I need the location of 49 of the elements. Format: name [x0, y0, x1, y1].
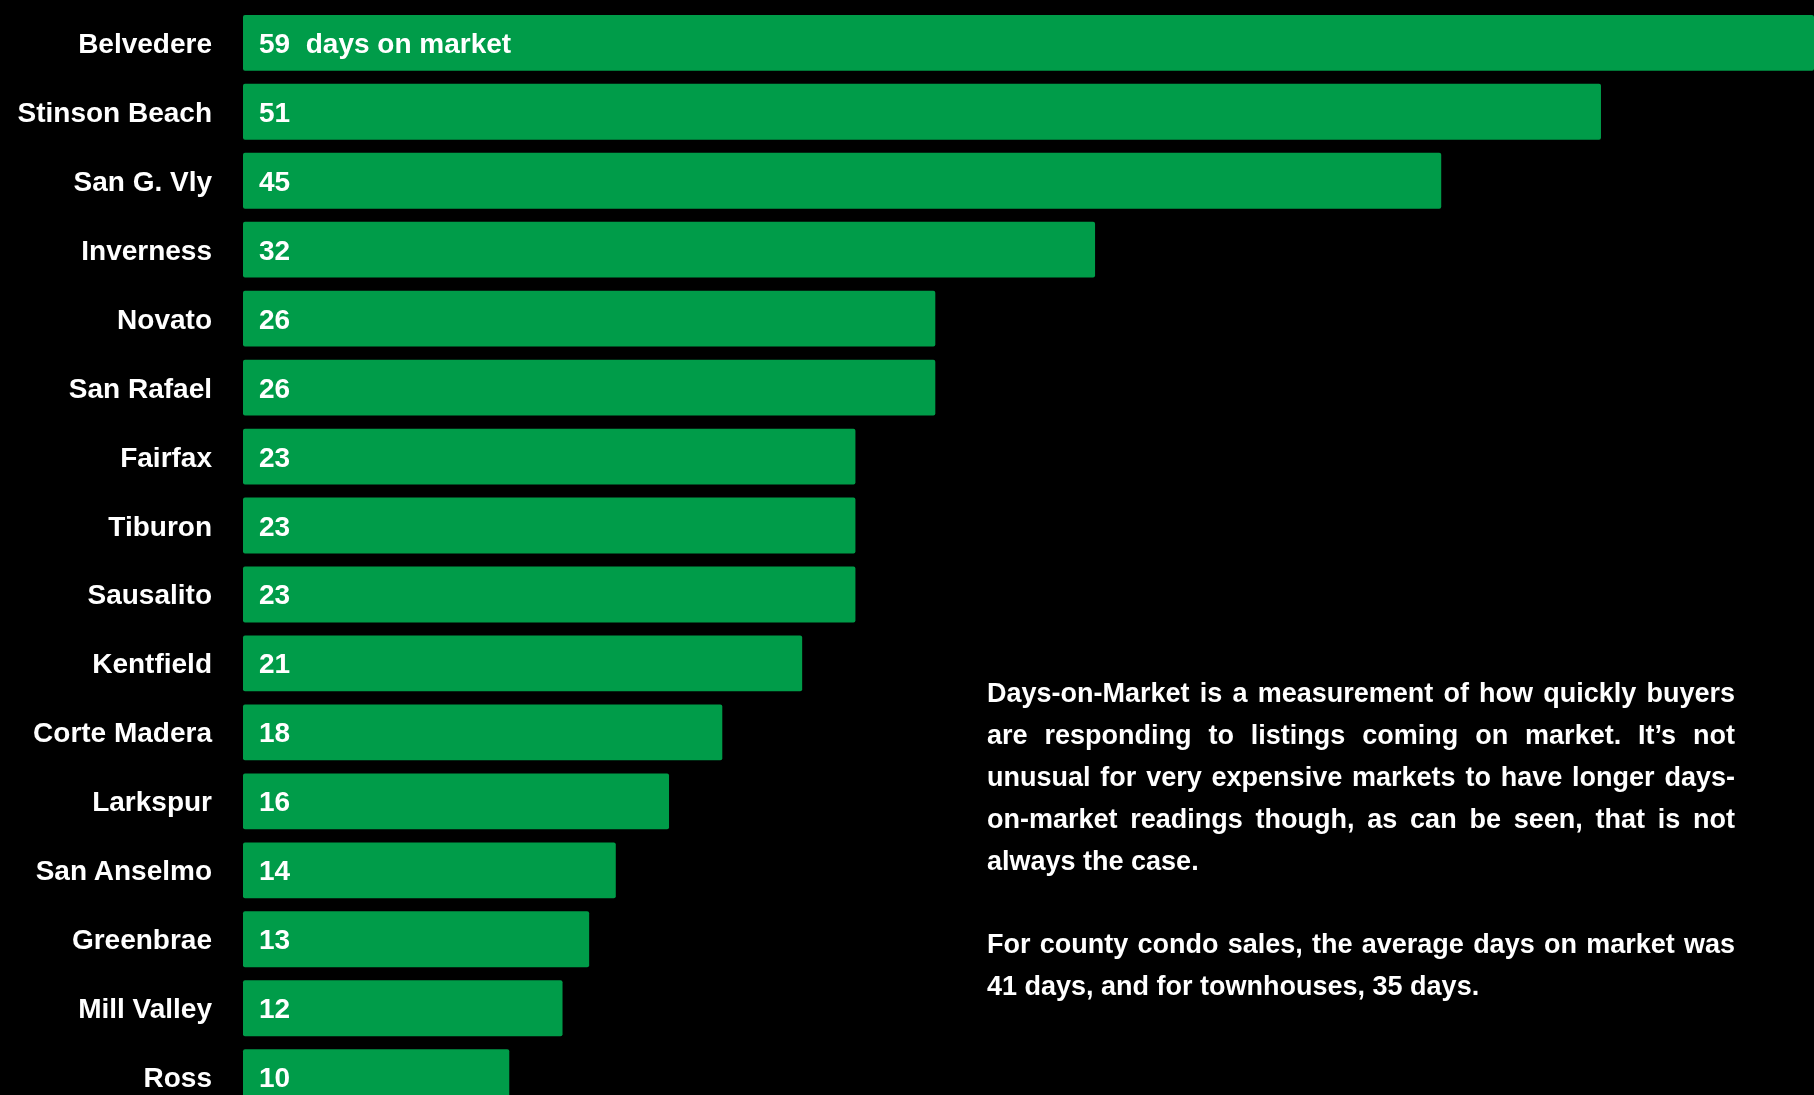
bar — [243, 428, 856, 485]
y-tick-label: San Rafael — [68, 372, 212, 404]
data-label: 23 — [259, 510, 291, 542]
bar — [243, 221, 1096, 278]
data-label: 12 — [259, 993, 291, 1025]
data-label: 32 — [259, 234, 291, 266]
bar — [243, 152, 1442, 209]
y-tick-label: Mill Valley — [78, 993, 213, 1025]
data-label: 16 — [259, 786, 291, 818]
bar — [243, 635, 803, 692]
y-tick-label: Tiburon — [108, 510, 212, 542]
y-tick-label: Fairfax — [120, 441, 213, 473]
bar — [243, 566, 856, 623]
data-label: 59 days on market — [259, 27, 512, 59]
y-tick-label: Inverness — [81, 234, 212, 266]
y-tick-label: Novato — [117, 303, 212, 335]
y-tick-label: San G. Vly — [73, 165, 213, 197]
y-tick-label: Belvedere — [78, 27, 212, 59]
y-tick-label: Greenbrae — [71, 924, 212, 956]
y-tick-label: Corte Madera — [33, 717, 213, 749]
y-tick-label: Stinson Beach — [17, 96, 212, 128]
data-label: 18 — [259, 717, 291, 749]
y-tick-label: Kentfield — [92, 648, 212, 680]
data-label: 51 — [259, 96, 291, 128]
data-label: 14 — [259, 855, 291, 887]
bar — [243, 14, 1814, 71]
data-label: 13 — [259, 924, 291, 956]
bar — [243, 842, 616, 899]
data-label: 21 — [259, 648, 291, 680]
bar — [243, 83, 1601, 140]
data-label: 23 — [259, 441, 291, 473]
data-label: 10 — [259, 1062, 291, 1094]
data-label: 23 — [259, 579, 291, 611]
bar — [243, 359, 936, 416]
y-tick-label: Ross — [143, 1062, 212, 1094]
bar — [243, 911, 590, 968]
annotation: For county condo sales, the average days on market was 41 days, and for townhouses, 35 days. — [987, 928, 1735, 1003]
data-label: 26 — [259, 372, 291, 404]
data-label: 26 — [259, 303, 291, 335]
y-tick-label: Sausalito — [87, 579, 212, 611]
annotation: Days-on-Market is a measurement of how quickly buyers are responding to listings coming on market. It’s not unusual for very expensive markets to have longer days-on-market readings though, as can be seen, that is not always the case. — [987, 677, 1735, 878]
bar — [243, 980, 563, 1037]
bar — [243, 497, 856, 554]
bar — [243, 290, 936, 347]
y-tick-label: San Anselmo — [35, 855, 212, 887]
data-label: 45 — [259, 165, 291, 197]
y-tick-label: Larkspur — [92, 786, 213, 818]
bar — [243, 704, 723, 761]
bar — [243, 773, 670, 830]
